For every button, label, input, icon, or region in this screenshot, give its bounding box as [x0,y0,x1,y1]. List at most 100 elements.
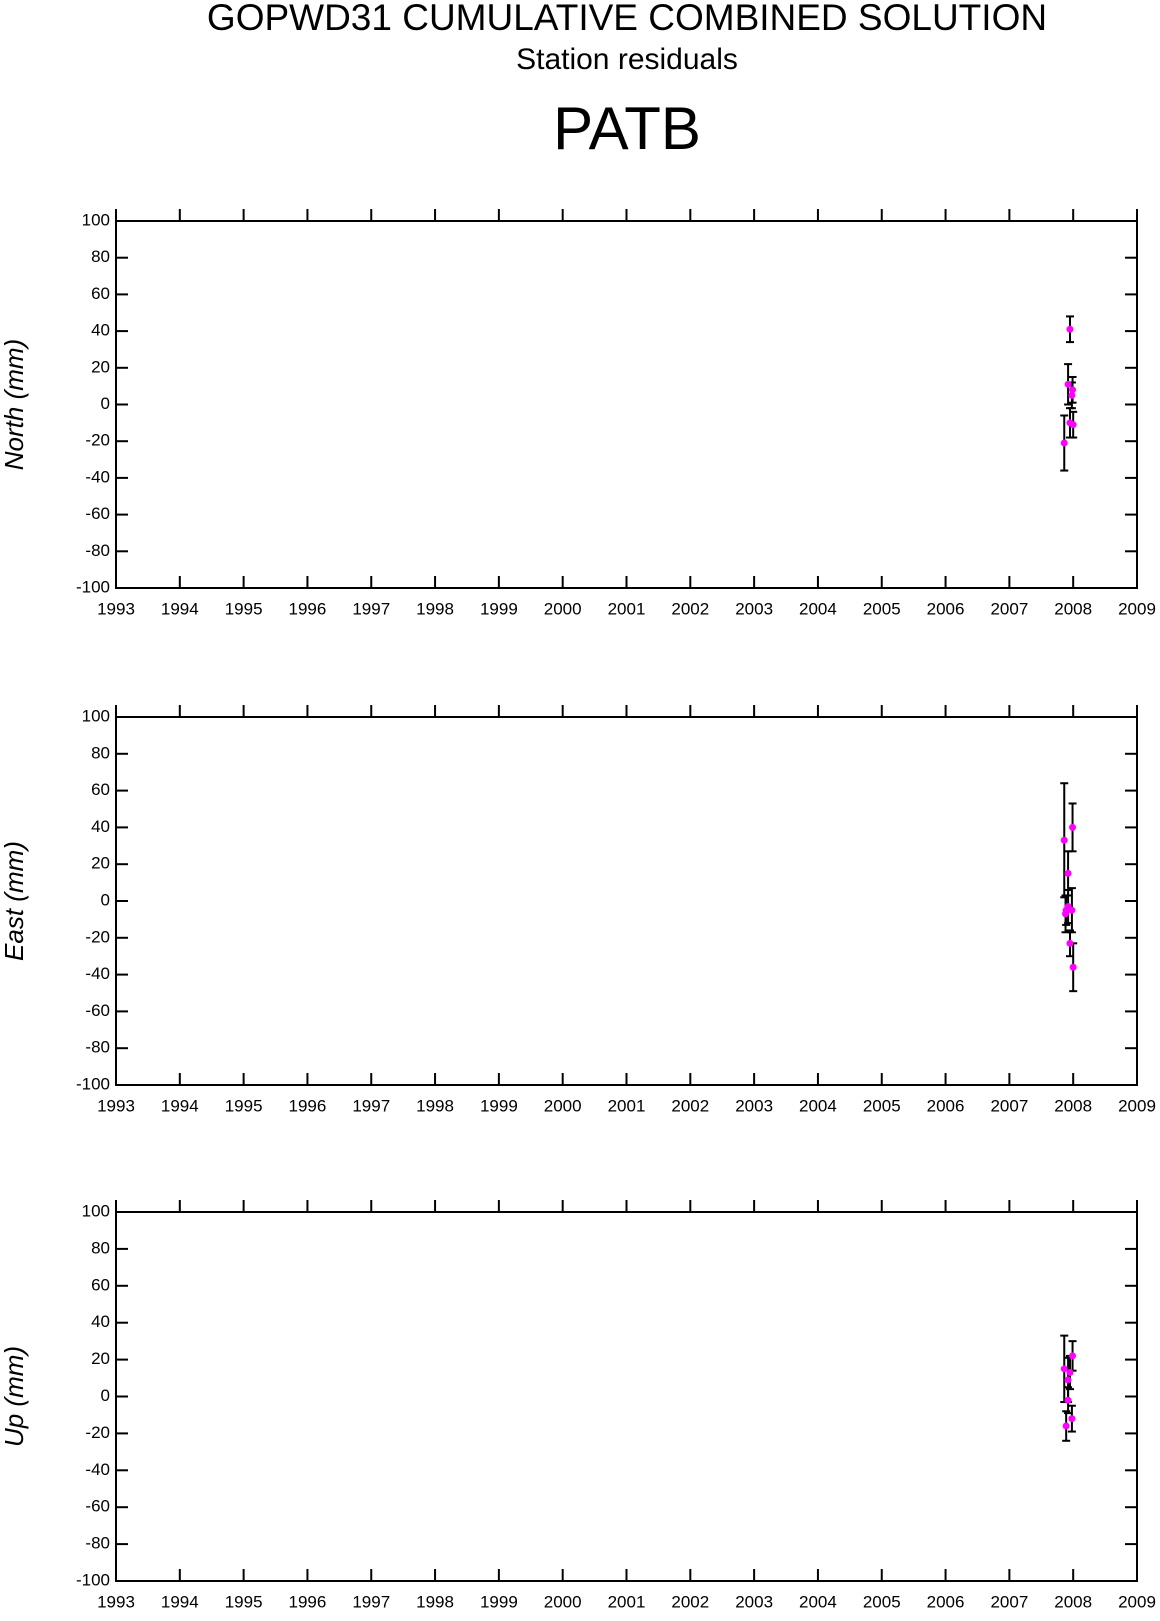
x-tick-label: 2004 [799,1592,837,1611]
y-tick-label: 0 [101,1386,110,1405]
point [1062,1422,1070,1430]
x-tick-label: 1999 [480,1096,518,1115]
chart-subtitle: Station residuals [516,43,738,76]
x-tick-label: 1994 [161,1096,199,1115]
x-tick-label: 1996 [289,1096,327,1115]
x-tick-label: 1993 [97,1096,135,1115]
x-tick-label: 1993 [97,1592,135,1611]
x-tick-label: 2005 [863,599,901,618]
x-tick-label: 1996 [289,599,327,618]
x-tick-label: 2007 [990,599,1028,618]
point [1064,380,1072,388]
plot-frame [115,220,1138,589]
y-axis-label: Up (mm) [0,1346,29,1447]
station-name: PATB [553,95,701,162]
x-tick-label: 2001 [608,1592,646,1611]
point [1069,823,1077,831]
x-tick-label: 1999 [480,599,518,618]
y-tick-label: 100 [82,210,110,229]
y-tick-label: 60 [91,284,110,303]
y-tick-label: 80 [91,247,110,266]
point [1066,939,1074,947]
x-tick-label: 1995 [225,1592,263,1611]
x-tick-label: 1997 [352,1592,390,1611]
y-tick-label: 80 [91,743,110,762]
y-tick-label: 20 [91,854,110,873]
x-tick-label: 2008 [1054,1096,1092,1115]
x-tick-label: 2000 [544,599,582,618]
point [1069,963,1077,971]
x-tick-label: 2004 [799,1096,837,1115]
x-tick-label: 2002 [671,599,709,618]
x-tick-label: 1993 [97,599,135,618]
x-tick-label: 2000 [544,1096,582,1115]
y-tick-label: 0 [101,890,110,909]
point [1068,906,1076,914]
x-tick-label: 1998 [416,1592,454,1611]
point [1069,386,1077,394]
x-tick-label: 2006 [927,1096,965,1115]
y-tick-label: -80 [85,541,110,560]
y-tick-label: -80 [85,1038,110,1057]
x-tick-label: 1994 [161,599,199,618]
y-tick-label: -80 [85,1534,110,1553]
point [1069,1352,1077,1360]
point [1060,439,1068,447]
y-tick-label: 100 [82,1201,110,1220]
x-tick-label: 2009 [1118,1592,1156,1611]
x-tick-label: 1998 [416,1096,454,1115]
x-tick-label: 1996 [289,1592,327,1611]
x-tick-label: 2006 [927,1592,965,1611]
point [1060,1365,1068,1373]
chart-title: GOPWD31 CUMULATIVE COMBINED SOLUTION [207,0,1047,38]
y-tick-label: -40 [85,964,110,983]
x-tick-label: 2001 [608,1096,646,1115]
y-tick-label: -100 [76,577,110,596]
x-tick-label: 1998 [416,599,454,618]
point [1069,421,1077,429]
y-tick-label: -20 [85,431,110,450]
y-tick-label: 100 [82,706,110,725]
y-tick-label: 40 [91,321,110,340]
y-tick-label: -20 [85,1423,110,1442]
x-tick-label: 2002 [671,1592,709,1611]
x-tick-label: 2008 [1054,599,1092,618]
x-tick-label: 2009 [1118,1096,1156,1115]
point [1068,1415,1076,1423]
x-tick-label: 1995 [225,599,263,618]
x-tick-label: 2006 [927,599,965,618]
point [1066,325,1074,333]
y-tick-label: 0 [101,394,110,413]
plot-frame [115,1211,1138,1582]
y-axis-label: North (mm) [0,339,29,470]
y-tick-label: -100 [76,1074,110,1093]
point [1066,1369,1074,1377]
x-tick-label: 2008 [1054,1592,1092,1611]
point [1064,869,1072,877]
y-tick-label: 20 [91,357,110,376]
point [1064,1396,1072,1404]
y-tick-label: -60 [85,1497,110,1516]
y-tick-label: 80 [91,1238,110,1257]
x-tick-label: 1997 [352,599,390,618]
y-tick-label: -100 [76,1570,110,1589]
x-tick-label: 1999 [480,1592,518,1611]
point [1060,836,1068,844]
x-tick-label: 2007 [990,1592,1028,1611]
y-tick-label: -60 [85,504,110,523]
plot-frame [115,716,1138,1086]
x-tick-label: 2003 [735,1096,773,1115]
y-tick-label: 20 [91,1349,110,1368]
x-tick-label: 1994 [161,1592,199,1611]
x-tick-label: 2005 [863,1096,901,1115]
y-tick-label: -40 [85,467,110,486]
y-tick-label: 60 [91,1275,110,1294]
x-tick-label: 2005 [863,1592,901,1611]
x-tick-label: 1997 [352,1096,390,1115]
x-tick-label: 1995 [225,1096,263,1115]
x-tick-label: 2007 [990,1096,1028,1115]
y-axis-label: East (mm) [0,841,29,961]
x-tick-label: 2001 [608,599,646,618]
y-tick-label: 40 [91,817,110,836]
